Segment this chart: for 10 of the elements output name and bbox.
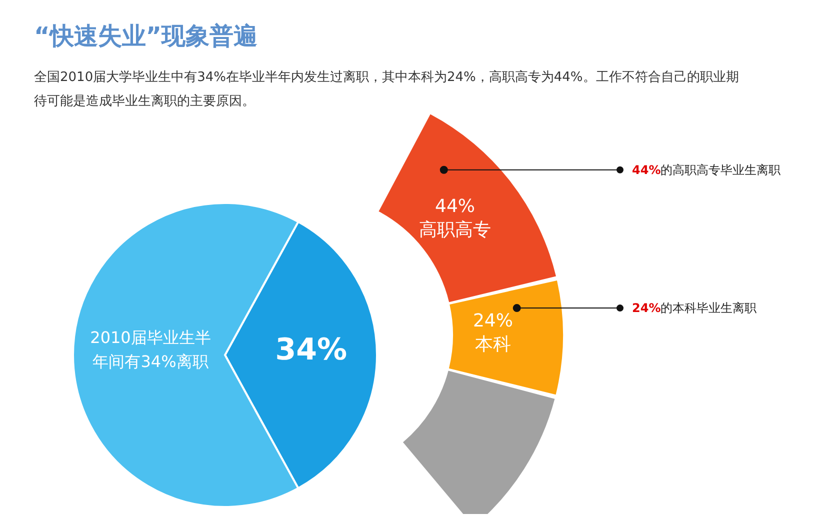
data-label: 44% bbox=[435, 196, 476, 217]
chart-title: “快速失业”现象普遍 bbox=[34, 21, 258, 52]
data-label: 24% bbox=[472, 310, 513, 332]
slice-label: 高职高专 bbox=[419, 218, 492, 240]
chart-subtitle: 全国2010届大学毕业生中有34%在毕业半年内发生过离职，其中本科为24%，高职高专为44%。工作不符合自己的职业期待可能是造成毕业生离职的主要原因。 bbox=[34, 69, 740, 111]
data-label: 34% bbox=[275, 332, 348, 368]
slice-label: 本科 bbox=[474, 334, 511, 355]
text: 2010届毕业生半年间有34%离职 bbox=[89, 327, 212, 373]
text: 24%的本科毕业生离职 bbox=[632, 301, 757, 316]
text: 44%的高职高专毕业生离职 bbox=[632, 162, 781, 177]
